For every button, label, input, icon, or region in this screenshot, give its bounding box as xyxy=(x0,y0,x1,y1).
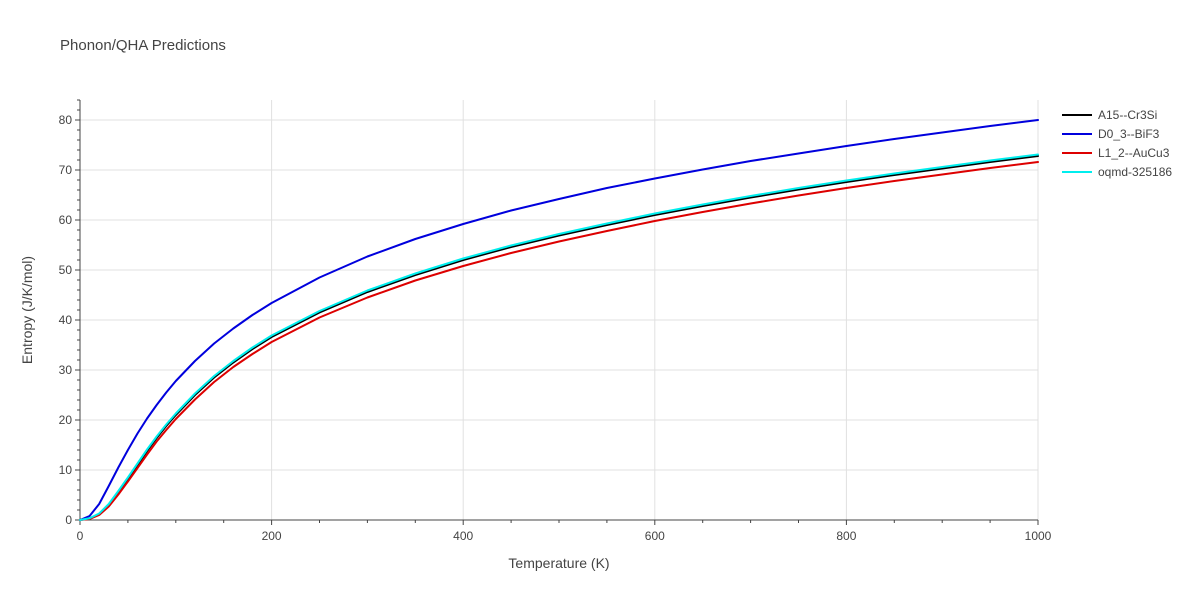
series-lines xyxy=(79,119,1039,521)
x-tick-label: 600 xyxy=(645,529,665,543)
y-tick-label: 20 xyxy=(59,413,73,427)
y-tick-label: 40 xyxy=(59,313,73,327)
legend-item[interactable]: oqmd-325186 xyxy=(1062,165,1172,179)
x-axis-title: Temperature (K) xyxy=(508,555,609,571)
legend-label: D0_3--BiF3 xyxy=(1098,127,1160,141)
legend[interactable]: A15--Cr3Si D0_3--BiF3 L1_2--AuCu3 oqmd-3251… xyxy=(1062,108,1172,179)
series-line-oqmd-325186 xyxy=(79,153,1039,521)
series-line-d0-3-bif3 xyxy=(79,119,1039,521)
y-tick-label: 0 xyxy=(65,513,72,527)
axes: 0 200 400 600 800 1000 0 10 20 30 40 50 60 70 80 xyxy=(59,99,1052,543)
y-tick-label: 80 xyxy=(59,113,73,127)
series-line-a15-cr3si xyxy=(79,155,1039,521)
chart-title: Phonon/QHA Predictions xyxy=(60,37,226,54)
y-tick-label: 60 xyxy=(59,213,73,227)
y-tick-label: 70 xyxy=(59,163,73,177)
x-tick-label: 400 xyxy=(453,529,473,543)
y-tick-label: 50 xyxy=(59,263,73,277)
legend-item[interactable]: L1_2--AuCu3 xyxy=(1062,146,1170,160)
legend-label: A15--Cr3Si xyxy=(1098,108,1157,122)
y-tick-label: 30 xyxy=(59,363,73,377)
x-tick-label: 800 xyxy=(836,529,856,543)
legend-label: L1_2--AuCu3 xyxy=(1098,146,1170,160)
x-tick-label: 0 xyxy=(77,529,84,543)
x-tick-label: 200 xyxy=(262,529,282,543)
y-axis-title: Entropy (J/K/mol) xyxy=(19,256,35,364)
legend-item[interactable]: A15--Cr3Si xyxy=(1062,108,1157,122)
y-tick-label: 10 xyxy=(59,463,73,477)
legend-label: oqmd-325186 xyxy=(1098,165,1172,179)
series-line-l1-2-aucu3 xyxy=(79,161,1039,521)
legend-item[interactable]: D0_3--BiF3 xyxy=(1062,127,1160,141)
grid-lines xyxy=(80,100,1039,520)
x-tick-label: 1000 xyxy=(1025,529,1052,543)
